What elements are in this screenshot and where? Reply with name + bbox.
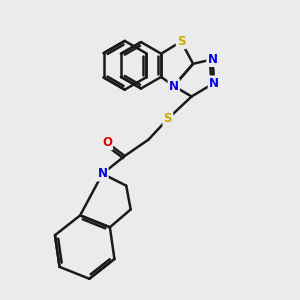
Text: N: N bbox=[209, 76, 219, 90]
Text: O: O bbox=[102, 136, 112, 149]
Text: N: N bbox=[207, 53, 218, 66]
Text: S: S bbox=[164, 112, 172, 125]
Text: N: N bbox=[169, 80, 179, 93]
Text: S: S bbox=[177, 35, 185, 48]
Text: N: N bbox=[98, 167, 107, 180]
